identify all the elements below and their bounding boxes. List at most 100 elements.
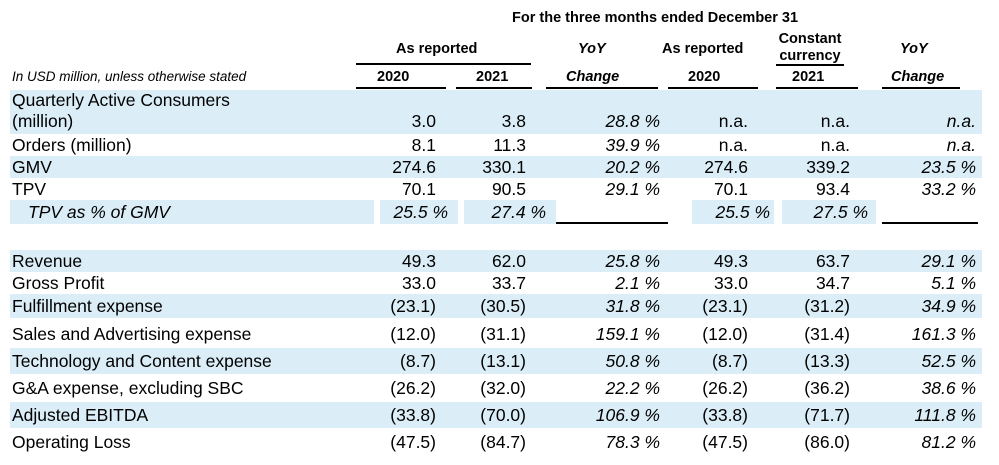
- unit-note: In USD million, unless otherwise stated: [12, 69, 247, 84]
- value-2020-b: n.a.: [718, 135, 748, 155]
- constant-currency-line-1: Constant: [778, 31, 842, 47]
- value-yoy: 28.8 %: [605, 111, 660, 131]
- value-2020: 70.1: [401, 179, 436, 199]
- value-2020: 8.1: [411, 135, 436, 155]
- value-yoy: 20.2 %: [605, 157, 660, 177]
- value-2021-cc: n.a.: [820, 135, 850, 155]
- row-label: Revenue: [12, 251, 83, 271]
- yoy-1: YoY: [578, 41, 606, 57]
- value-2021-cc: 27.5 %: [813, 202, 868, 222]
- value-2020-b: (12.0): [702, 324, 748, 344]
- value-2020: (47.5): [390, 432, 436, 452]
- value-2021-cc: n.a.: [820, 111, 850, 131]
- row-label: TPV: [12, 179, 47, 199]
- row-shade: [380, 200, 458, 224]
- value-2020: 274.6: [392, 157, 436, 177]
- value-yoy-cc: 23.5 %: [921, 157, 976, 177]
- value-2020-b: 25.5 %: [715, 202, 770, 222]
- value-yoy-cc: 29.1 %: [921, 251, 976, 271]
- value-yoy: 25.8 %: [605, 251, 660, 271]
- value-yoy-cc: 161.3 %: [911, 324, 976, 344]
- value-2021: (31.1): [480, 324, 526, 344]
- table-row: Adjusted EBITDA (33.8) (70.0) 106.9 % (3…: [10, 402, 982, 428]
- value-2021-cc: (36.2): [804, 378, 850, 398]
- row-label-line: Quarterly Active Consumers: [12, 90, 230, 110]
- header-rule: [776, 64, 844, 66]
- value-2021: 330.1: [482, 157, 526, 177]
- table-row: Orders (million) 8.1 11.3 39.9 % n.a. n.…: [10, 134, 982, 156]
- value-2020: (26.2): [390, 378, 436, 398]
- value-yoy-cc: n.a.: [946, 111, 976, 131]
- value-2020-b: 274.6: [704, 157, 748, 177]
- value-yoy-cc: 52.5 %: [921, 351, 976, 371]
- value-2020-b: (33.8): [702, 405, 748, 425]
- value-2021-cc: (31.2): [804, 296, 850, 316]
- value-2021-cc: (71.7): [804, 405, 850, 425]
- table-row: TPV 70.1 90.5 29.1 % 70.1 93.4 33.2 %: [10, 178, 982, 200]
- yoy-2: YoY: [900, 41, 928, 57]
- row-shade: [782, 200, 876, 224]
- row-label: GMV: [12, 157, 52, 177]
- col-2021-constant: 2021: [792, 69, 825, 85]
- col-2020-reported-2: 2020: [688, 69, 721, 85]
- value-2020-b: (23.1): [702, 296, 748, 316]
- value-yoy-cc: n.a.: [946, 135, 976, 155]
- table-row: TPV as % of GMV 25.5 % 27.4 % 25.5 % 27.…: [10, 200, 982, 224]
- value-2020-b: 49.3: [713, 251, 748, 271]
- row-label: Sales and Advertising expense: [12, 324, 252, 344]
- value-2021: (70.0): [480, 405, 526, 425]
- value-2021-cc: 93.4: [815, 179, 850, 199]
- row-label: Quarterly Active Consumers (million): [12, 90, 230, 132]
- header-underline: [356, 87, 446, 89]
- row-shade: [464, 200, 556, 224]
- table-row: Fulfillment expense (23.1) (30.5) 31.8 %…: [10, 294, 982, 318]
- value-2021: (84.7): [480, 432, 526, 452]
- col-2020-reported: 2020: [377, 69, 410, 85]
- value-2021: 90.5: [491, 179, 526, 199]
- group-as-reported-1: As reported: [396, 41, 478, 57]
- row-label: Gross Profit: [12, 273, 105, 293]
- value-2021-cc: (31.4): [804, 324, 850, 344]
- value-2021: 11.3: [493, 135, 526, 155]
- value-2021: (13.1): [480, 351, 526, 371]
- table-row: GMV 274.6 330.1 20.2 % 274.6 339.2 23.5 …: [10, 156, 982, 178]
- col-change-reported: Change: [566, 69, 620, 85]
- value-2021-cc: 339.2: [806, 157, 850, 177]
- table-row: Revenue 49.3 62.0 25.8 % 49.3 63.7 29.1 …: [10, 250, 982, 272]
- row-label-line: (million): [12, 111, 74, 131]
- value-2021-cc: (13.3): [804, 351, 850, 371]
- row-label: Fulfillment expense: [12, 296, 163, 316]
- row-shade: [10, 200, 374, 224]
- row-underline: [882, 222, 978, 224]
- table-row: G&A expense, excluding SBC (26.2) (32.0)…: [10, 376, 982, 400]
- value-2020-b: n.a.: [718, 111, 748, 131]
- table-row: Operating Loss (47.5) (84.7) 78.3 % (47.…: [10, 430, 982, 454]
- value-2021: 3.8: [501, 111, 526, 131]
- value-2020-b: 33.0: [713, 273, 748, 293]
- value-2020: 25.5 %: [393, 202, 448, 222]
- row-label: Orders (million): [12, 135, 132, 155]
- value-yoy: 2.1 %: [615, 273, 660, 293]
- value-2021-cc: 34.7: [815, 273, 850, 293]
- value-yoy: 106.9 %: [595, 405, 660, 425]
- value-yoy: 22.2 %: [605, 378, 660, 398]
- row-label: Adjusted EBITDA: [12, 405, 149, 425]
- table-row: Gross Profit 33.0 33.7 2.1 % 33.0 34.7 5…: [10, 272, 982, 294]
- value-yoy: 31.8 %: [605, 296, 660, 316]
- value-2021: (30.5): [480, 296, 526, 316]
- value-yoy-cc: 38.6 %: [921, 378, 976, 398]
- value-2020: (23.1): [390, 296, 436, 316]
- col-change-constant: Change: [891, 69, 945, 85]
- value-2020: 49.3: [401, 251, 436, 271]
- value-2020-b: (8.7): [712, 351, 748, 371]
- table-row: Quarterly Active Consumers (million) 3.0…: [10, 90, 982, 134]
- value-yoy-cc: 34.9 %: [921, 296, 976, 316]
- header-underline: [668, 87, 758, 89]
- constant-currency-line-2: currency: [779, 48, 841, 64]
- group-as-reported-2: As reported: [662, 41, 744, 57]
- value-2020-b: (47.5): [702, 432, 748, 452]
- value-2020: 33.0: [401, 273, 436, 293]
- table-row: Sales and Advertising expense (12.0) (31…: [10, 322, 982, 346]
- row-shade: [692, 200, 774, 224]
- value-yoy-cc: 81.2 %: [921, 432, 976, 452]
